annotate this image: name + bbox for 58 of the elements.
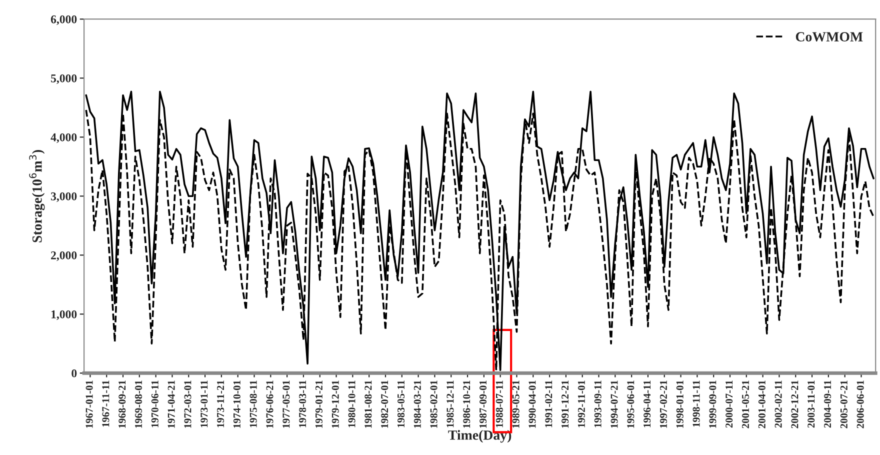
x-tick-label: 1983-05-11: [397, 380, 404, 428]
x-tick-label: 2001-04-01: [758, 380, 766, 428]
y-axis-title: Storage(10$^{6}$m$^{3}$): [29, 150, 45, 242]
x-tick-label: 2006-06-01: [856, 380, 864, 428]
x-tick-label: 1973-01-11: [200, 380, 208, 428]
y-tick-label: 1,000: [51, 310, 77, 320]
y-tick-label: 6,000: [50, 15, 77, 26]
x-tick-label: 1996-04-11: [644, 380, 651, 428]
legend-label: CoWMOM: [796, 32, 863, 42]
x-tick-label: 1990-04-01: [528, 380, 536, 428]
y-tick-label: 4,000: [50, 133, 77, 144]
x-tick-label: 1978-03-11: [299, 380, 306, 428]
y-tick-label: 5,000: [51, 74, 77, 84]
x-tick-label: 1976-06-21: [266, 380, 274, 428]
x-tick-label: 1991-02-11: [545, 380, 552, 428]
x-tick-label: 1980-10-11: [348, 380, 356, 428]
x-tick-label: 1967-01-01: [86, 380, 93, 428]
x-tick-label: 2002-12-21: [791, 380, 798, 428]
x-axis-title: Time(Day): [448, 430, 512, 443]
x-tick-label: 2003-11-01: [808, 380, 815, 428]
x-tick-label: 1991-12-21: [562, 380, 569, 428]
x-tick-label: 1994-07-21: [610, 380, 618, 428]
x-tick-label: 1989-05-21: [512, 380, 520, 428]
x-tick-label: 1970-06-11: [151, 380, 158, 428]
x-tick-label: 1985-12-11: [446, 380, 454, 428]
x-tick-label: 1981-08-21: [364, 380, 372, 428]
x-tick-label: 1977-05-01: [282, 380, 290, 428]
x-tick-label: 1971-04-21: [168, 380, 175, 428]
x-tick-label: 1969-08-01: [134, 380, 142, 428]
x-tick-label: 1992-11-01: [578, 380, 585, 428]
x-tick-label: 2005-07-21: [840, 380, 848, 428]
x-tick-label: 1975-08-11: [250, 380, 257, 428]
x-tick-label: 2000-07-11: [726, 380, 733, 428]
x-tick-label: 1968-09-21: [118, 380, 126, 428]
x-tick-label: 1997-02-21: [660, 380, 667, 428]
x-tick-label: 1967-11-11: [102, 380, 110, 427]
x-tick-label: 1973-11-21: [217, 380, 224, 428]
x-tick-label: 1998-11-11: [692, 380, 700, 427]
x-tick-label: 1986-10-21: [463, 380, 470, 428]
x-tick-label: 2002-02-11: [774, 380, 782, 428]
x-tick-label: 1999-09-01: [709, 380, 716, 428]
x-tick-label: 1987-09-01: [480, 380, 487, 428]
x-tick-label: 2004-09-11: [824, 380, 832, 428]
x-tick-label: 2001-05-21: [742, 380, 750, 428]
y-tick-label: 3,000: [50, 192, 77, 202]
x-tick-label: 1985-02-01: [430, 380, 438, 428]
x-tick-label: 1993-09-11: [594, 380, 602, 428]
y-tick-label: 2,000: [51, 251, 77, 262]
x-tick-label: 1982-07-01: [381, 380, 388, 428]
x-tick-label: 1972-03-01: [184, 380, 192, 428]
x-tick-label: 1979-12-01: [332, 380, 339, 428]
y-tick-label: 0: [72, 369, 77, 378]
x-tick-label: 1988-07-11: [496, 380, 503, 428]
x-tick-label: 1974-10-01: [233, 380, 240, 428]
x-tick-label: 1984-03-21: [414, 380, 421, 428]
x-tick-label: 1979-01-21: [315, 380, 322, 428]
x-tick-label: 1995-06-01: [627, 380, 634, 428]
x-tick-label: 1998-01-01: [676, 380, 684, 428]
